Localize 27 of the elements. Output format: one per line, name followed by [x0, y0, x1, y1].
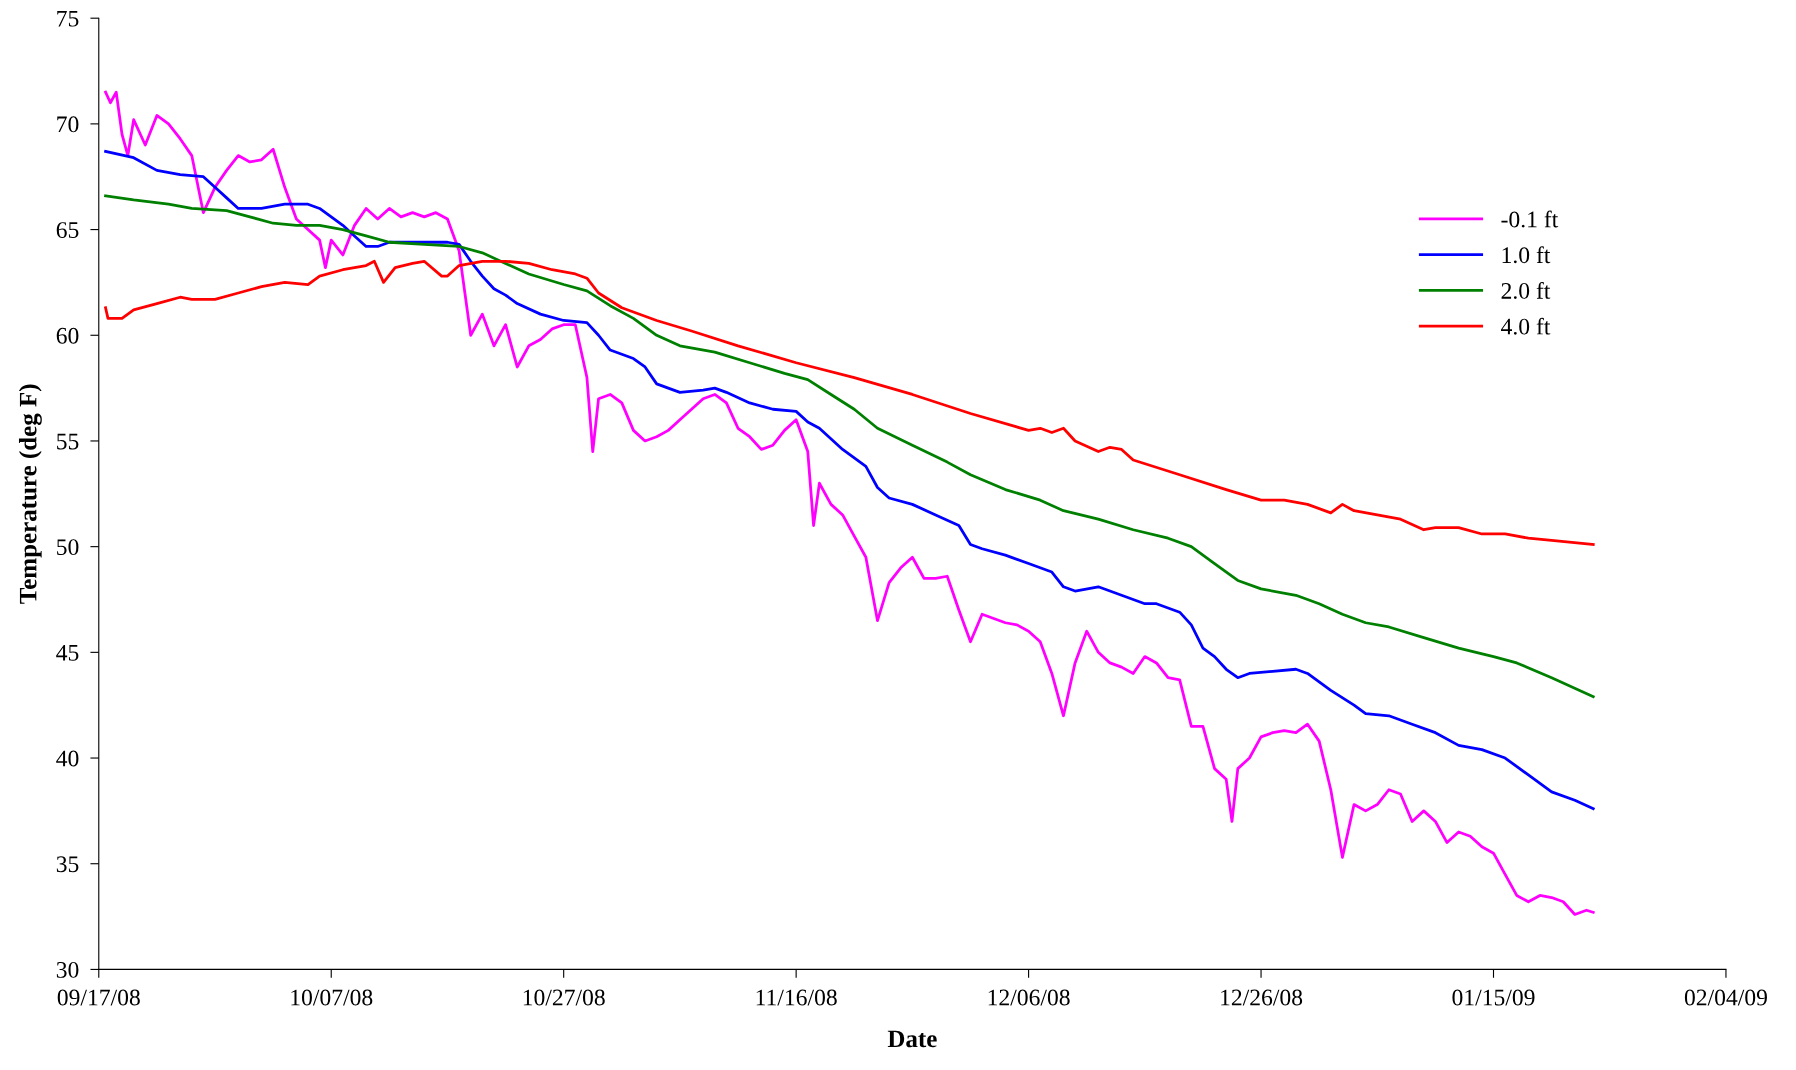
legend-label: 1.0 ft	[1502, 246, 1551, 264]
x-tick-label: 10/27/08	[523, 989, 605, 1006]
x-tick-label: 02/04/09	[1684, 989, 1767, 1006]
y-tick-label: 70	[57, 116, 79, 133]
y-tick-label: 65	[56, 222, 79, 238]
x-tick-label: 12/26/08	[1221, 989, 1303, 1006]
x-tick-label: 10/07/08	[291, 989, 373, 1006]
y-tick-label: 30	[56, 961, 79, 978]
y-tick-label: 45	[56, 644, 79, 661]
line-series	[104, 194, 1595, 699]
legend-label: 4.0 ft	[1501, 317, 1551, 335]
x-tick-label: 11/16/08	[756, 989, 837, 1006]
y-axis-title: Temperature (deg F)	[18, 384, 42, 604]
x-tick-label: 09/17/08	[57, 989, 140, 1006]
y-tick-label: 55	[57, 433, 79, 450]
y-tick-label: 75	[57, 10, 79, 27]
line-series	[104, 149, 1595, 811]
line-series	[104, 90, 1595, 916]
legend-label: -0.1 ft	[1501, 210, 1559, 228]
x-tick-label: 12/06/08	[988, 989, 1070, 1006]
y-tick-label: 40	[56, 750, 79, 767]
y-tick-label: 35	[56, 856, 79, 873]
y-tick-label: 50	[57, 539, 79, 556]
y-tick-label: 60	[56, 327, 79, 344]
legend-label: 2.0 ft	[1501, 282, 1551, 299]
x-axis-title: Date	[887, 1030, 937, 1048]
x-tick-label: 01/15/09	[1452, 989, 1535, 1006]
